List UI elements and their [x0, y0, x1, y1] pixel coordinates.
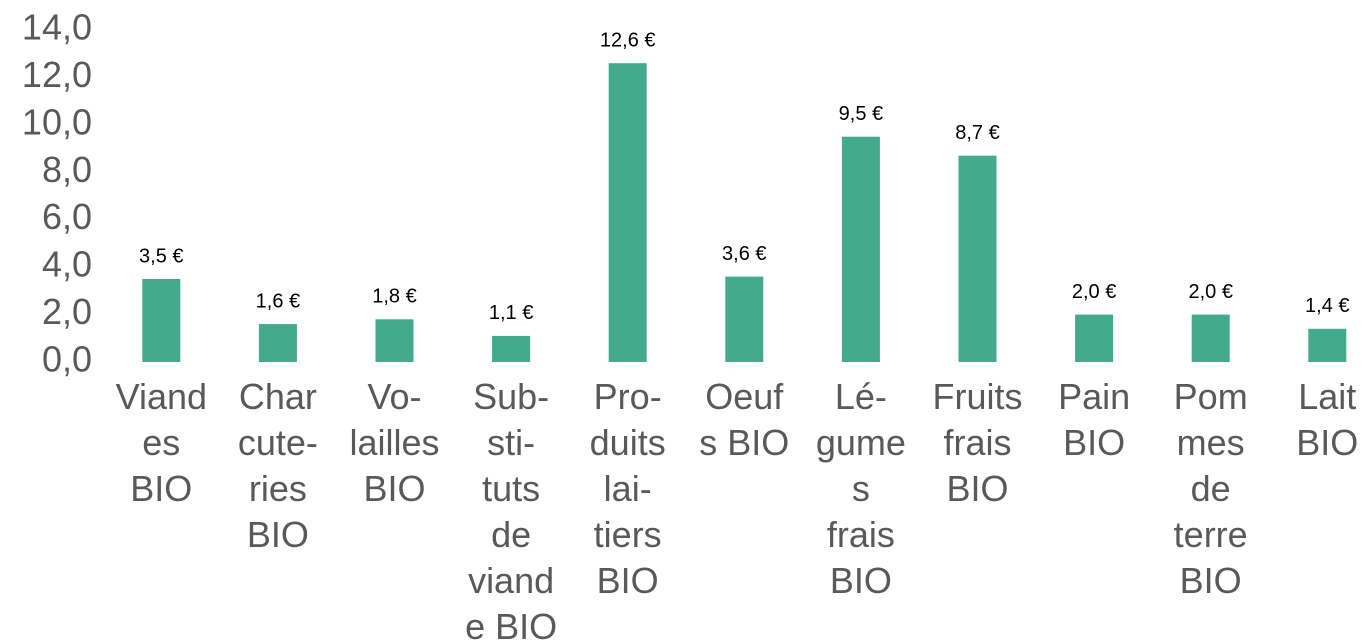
value-label: 3,5 € — [139, 245, 183, 267]
y-tick-label: 12,0 — [22, 54, 92, 95]
value-label: 2,0 € — [1072, 281, 1116, 303]
bar — [142, 279, 181, 362]
y-tick-label: 0,0 — [42, 339, 92, 380]
bar — [375, 319, 414, 362]
value-label: 1,4 € — [1305, 295, 1349, 317]
value-label: 9,5 € — [839, 103, 883, 125]
value-label: 1,8 € — [372, 286, 416, 308]
value-label: 2,0 € — [1188, 281, 1232, 303]
value-label: 8,7 € — [955, 122, 999, 144]
y-tick-label: 2,0 — [42, 291, 92, 332]
x-tick-label: Sub- sti- tuts de viand e BIO — [465, 376, 558, 641]
bar — [608, 63, 647, 362]
y-tick-label: 6,0 — [42, 196, 92, 237]
x-tick-label: Lé- gume s frais BIO — [815, 376, 906, 601]
y-tick-label: 14,0 — [22, 7, 92, 48]
value-label: 12,6 € — [600, 29, 656, 51]
bar — [258, 324, 297, 362]
value-label: 1,6 € — [256, 290, 300, 312]
x-tick-label: Pom mes de terre BIO — [1173, 376, 1248, 601]
x-tick-label: Pain BIO — [1058, 376, 1131, 463]
y-tick-label: 8,0 — [42, 149, 92, 190]
bar — [725, 276, 764, 362]
value-label: 3,6 € — [722, 243, 766, 265]
y-tick-label: 4,0 — [42, 244, 92, 285]
x-tick-label: Oeuf s BIO — [699, 376, 790, 463]
x-tick-label: Viand es BIO — [115, 376, 208, 509]
x-tick-label: Char cute- ries BIO — [237, 376, 318, 555]
x-tick-label: Vo- lailles BIO — [349, 376, 440, 509]
value-label: 1,1 € — [489, 302, 533, 324]
bar — [841, 136, 880, 362]
x-tick-label: Pro- duits lai- tiers BIO — [589, 376, 666, 601]
bar — [1191, 314, 1230, 362]
bar — [1308, 328, 1347, 362]
bar — [1075, 314, 1114, 362]
bar — [492, 335, 531, 362]
x-tick-label: Fruits frais BIO — [932, 376, 1023, 509]
x-tick-label: Lait BIO — [1296, 376, 1359, 463]
bar — [958, 155, 997, 362]
y-tick-label: 10,0 — [22, 101, 92, 142]
